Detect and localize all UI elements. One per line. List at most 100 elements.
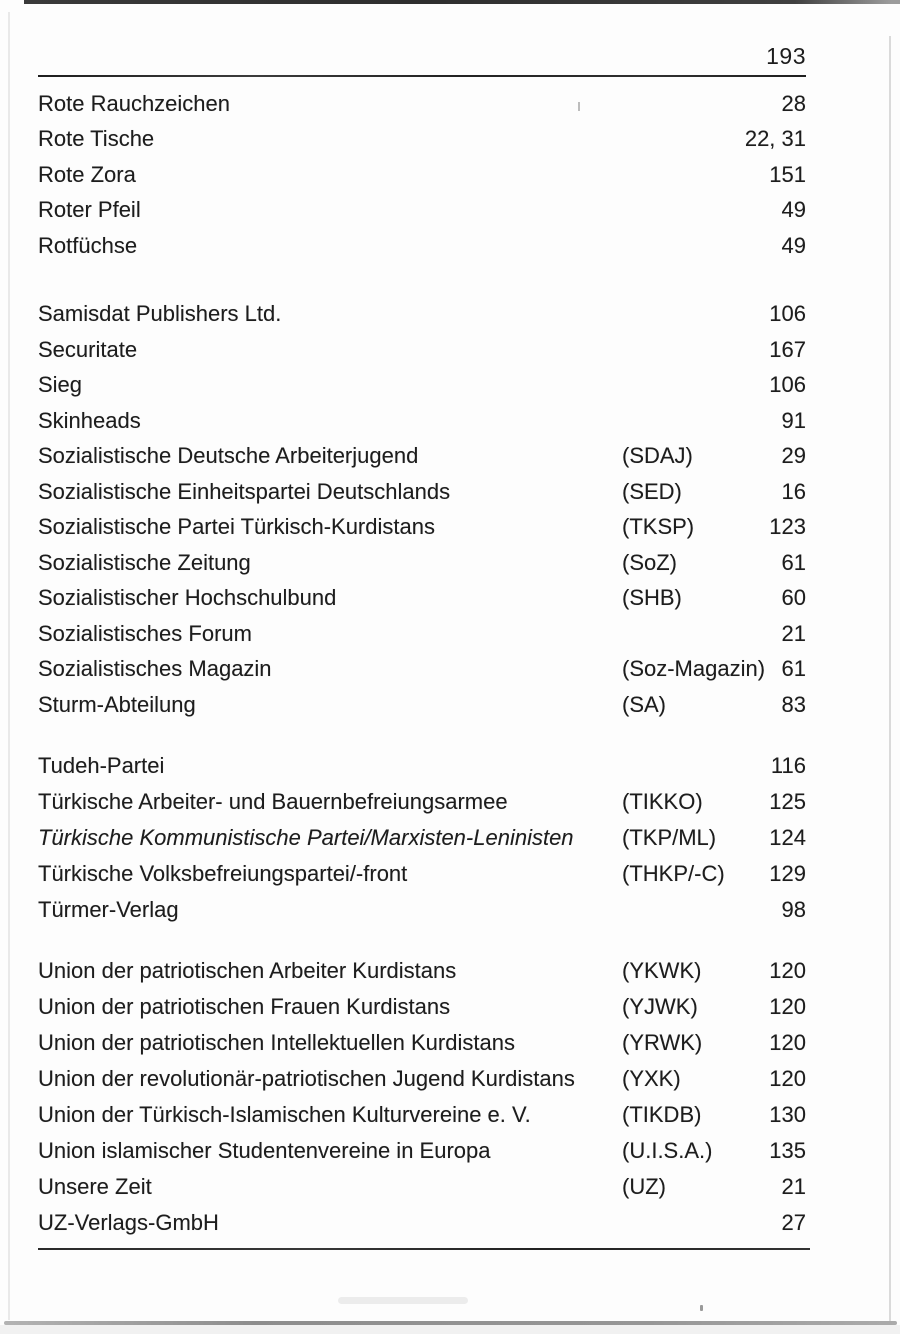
index-section: Union der patriotischen Arbeiter Kurdist… — [38, 953, 806, 1241]
entry-name: Skinheads — [38, 407, 141, 433]
entry-abbr: (SED) — [622, 478, 682, 504]
entry-abbr: (SoZ) — [622, 549, 677, 575]
index-row: Sozialistische Deutsche Arbeiterjugend (S… — [38, 439, 806, 475]
entry-pages: 29 — [781, 443, 806, 469]
index-row: Sozialistisches Forum 21 — [38, 616, 806, 652]
scan-speck — [700, 1305, 703, 1311]
entry-pages: 120 — [769, 957, 806, 983]
entry-abbr: (TKSP) — [622, 514, 695, 540]
index-row: Rote Zora 151 — [38, 157, 806, 193]
entry-name: Sozialistischer Hochschulbund — [38, 585, 337, 611]
entry-name: Union der patriotischen Arbeiter Kurdist… — [38, 957, 457, 983]
index-row: Rote Tische 22, 31 — [38, 122, 806, 158]
entry-pages: 130 — [769, 1101, 806, 1127]
entry-pages: 120 — [769, 1065, 806, 1091]
index-row: Sozialistisches Magazin (Soz-Magazin) 61 — [38, 652, 806, 688]
index-row: Samisdat Publishers Ltd. 106 — [38, 297, 806, 333]
entry-name: Tudeh-Partei — [38, 752, 165, 778]
entry-abbr: (SA) — [622, 691, 666, 717]
entry-pages: 98 — [781, 896, 806, 922]
index-row: Skinheads 91 — [38, 403, 806, 439]
entry-pages: 124 — [769, 824, 806, 850]
entry-name: Rote Tische — [38, 126, 155, 152]
index-row: Sozialistische Partei Türkisch-Kurdistan… — [38, 510, 806, 546]
entry-pages: 27 — [781, 1209, 806, 1235]
entry-pages: 21 — [781, 620, 806, 646]
entry-abbr: (UZ) — [622, 1173, 666, 1199]
entry-name: Union der patriotischen Frauen Kurdistan… — [38, 993, 451, 1019]
footer-rule — [38, 1248, 810, 1250]
index-row: Roter Pfeil 49 — [38, 193, 806, 229]
entry-name: Samisdat Publishers Ltd. — [38, 301, 282, 327]
entry-pages: 91 — [781, 407, 806, 433]
header-rule — [38, 75, 806, 77]
scan-right-edge — [889, 36, 891, 1322]
entry-abbr: (SHB) — [622, 585, 682, 611]
scan-left-edge — [8, 12, 10, 1320]
entry-name: Sturm-Abteilung — [38, 691, 196, 717]
entry-abbr: (TIKDB) — [622, 1101, 702, 1127]
entry-name: Türmer-Verlag — [38, 896, 179, 922]
index-section: Tudeh-Partei 116 Türkische Arbeiter- und B… — [38, 748, 806, 928]
entry-name: Türkische Volksbefreiungspartei/-front — [38, 860, 408, 886]
entry-name: Securitate — [38, 336, 138, 362]
entry-name: Unsere Zeit — [38, 1173, 152, 1199]
entry-name: Sieg — [38, 372, 83, 398]
entry-abbr: (TKP/ML) — [622, 824, 717, 850]
entry-name: Rote Zora — [38, 161, 136, 187]
scan-below-edge — [0, 1325, 900, 1334]
index-row: Union der patriotischen Frauen Kurdistan… — [38, 989, 806, 1025]
index-row: Union der Türkisch-Islamischen Kulturver… — [38, 1097, 806, 1133]
index-row: Union islamischer Studentenvereine in Eu… — [38, 1133, 806, 1169]
entry-pages: 123 — [769, 514, 806, 540]
entry-pages: 83 — [781, 691, 806, 717]
entry-name: Sozialistische Einheitspartei Deutschlan… — [38, 478, 451, 504]
entry-abbr: (YJWK) — [622, 993, 698, 1019]
index-list: Rote Rauchzeichen 28 Rote Tische 22, 31 Rote… — [38, 86, 806, 1241]
index-row: Union der patriotischen Arbeiter Kurdist… — [38, 953, 806, 989]
scan-bottom-edge — [4, 1321, 897, 1325]
page-number: 193 — [766, 43, 806, 69]
entry-name: Sozialistische Zeitung — [38, 549, 251, 575]
entry-pages: 49 — [781, 197, 806, 223]
entry-name: Sozialistisches Magazin — [38, 656, 272, 682]
entry-name: Roter Pfeil — [38, 197, 141, 223]
index-row: Sturm-Abteilung (SA) 83 — [38, 687, 806, 723]
scan-speck — [578, 102, 580, 111]
entry-abbr: (Soz-Magazin) — [622, 656, 766, 682]
entry-pages: 106 — [769, 301, 806, 327]
index-row: Sozialistischer Hochschulbund (SHB) 60 — [38, 581, 806, 617]
entry-pages: 49 — [781, 232, 806, 258]
index-row: Securitate 167 — [38, 332, 806, 368]
entry-name: Türkische Kommunistische Partei/Marxiste… — [38, 824, 574, 850]
entry-abbr: (U.I.S.A.) — [622, 1137, 713, 1163]
entry-name: Sozialistisches Forum — [38, 620, 252, 646]
entry-abbr: (SDAJ) — [622, 443, 693, 469]
entry-pages: 135 — [769, 1137, 806, 1163]
entry-abbr: (YXK) — [622, 1065, 681, 1091]
index-row: Türkische Volksbefreiungspartei/-front (T… — [38, 856, 806, 892]
entry-abbr: (TIKKO) — [622, 788, 703, 814]
entry-name: Sozialistische Deutsche Arbeiterjugend — [38, 443, 419, 469]
entry-pages: 125 — [769, 788, 806, 814]
entry-pages: 28 — [781, 90, 806, 116]
entry-pages: 61 — [781, 656, 806, 682]
entry-pages: 106 — [769, 372, 806, 398]
entry-pages: 21 — [781, 1173, 806, 1199]
index-row: Türmer-Verlag 98 — [38, 892, 806, 928]
entry-name: Rote Rauchzeichen — [38, 90, 231, 116]
index-row: Rotfüchse 49 — [38, 228, 806, 264]
entry-name: Rotfüchse — [38, 232, 138, 258]
index-row: Sieg 106 — [38, 368, 806, 404]
scan-smudge — [338, 1297, 468, 1304]
index-row: Tudeh-Partei 116 — [38, 748, 806, 784]
entry-name: Union der patriotischen Intellektuellen … — [38, 1029, 515, 1055]
entry-pages: 116 — [770, 752, 806, 778]
entry-name: Sozialistische Partei Türkisch-Kurdistan… — [38, 514, 435, 540]
entry-pages: 16 — [781, 478, 806, 504]
entry-pages: 60 — [781, 585, 806, 611]
entry-pages: 151 — [769, 161, 806, 187]
entry-name: Türkische Arbeiter- und Bauernbefreiungs… — [38, 788, 508, 814]
index-row: Sozialistische Einheitspartei Deutschlan… — [38, 474, 806, 510]
